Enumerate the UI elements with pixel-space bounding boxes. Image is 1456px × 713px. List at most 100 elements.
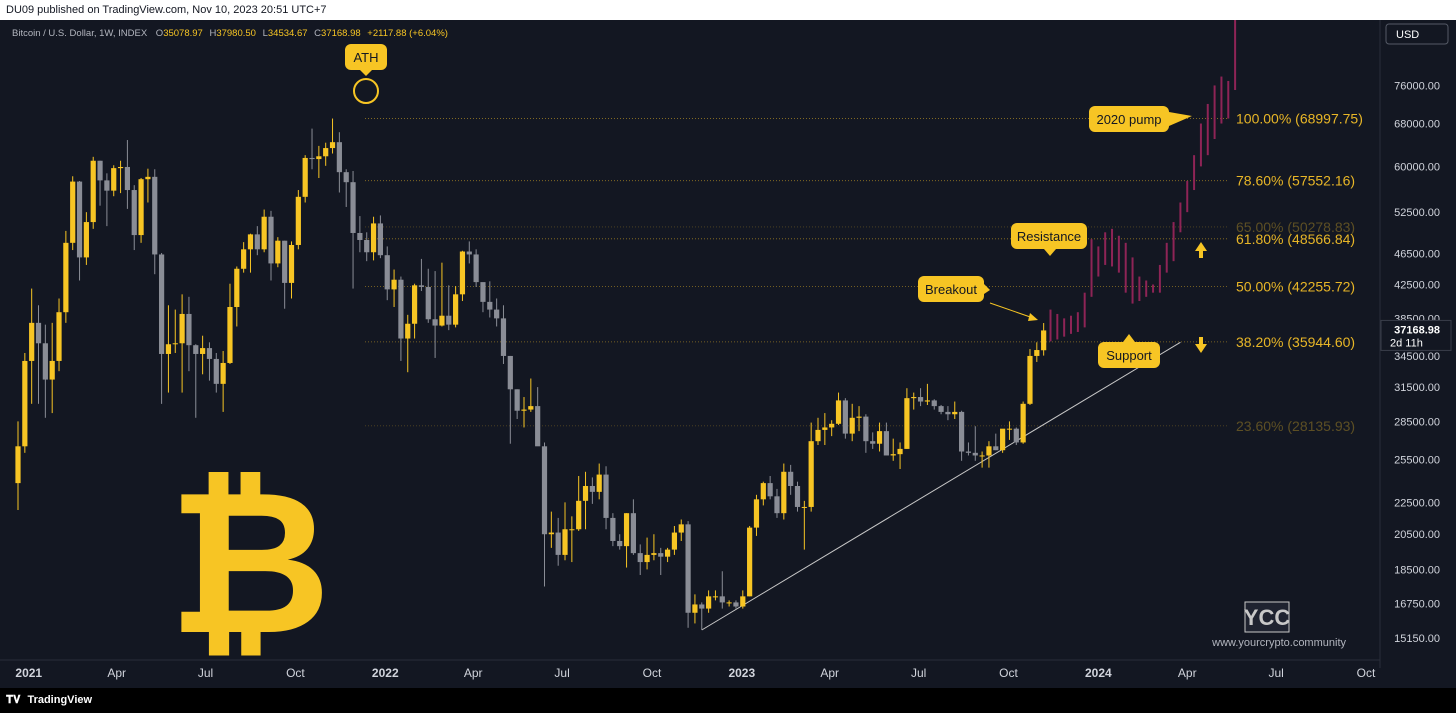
candle-body (603, 474, 609, 518)
price-tick-label: 76000.00 (1394, 80, 1440, 92)
candle-body (227, 306, 233, 363)
publisher-text: DU09 published on TradingView.com, Nov 1… (6, 4, 327, 16)
candle-body (391, 279, 397, 290)
candle (35, 305, 42, 404)
candle-body (637, 553, 643, 563)
time-tick-label: Apr (820, 666, 839, 680)
candle (617, 534, 623, 550)
candle-body (405, 323, 411, 339)
candle (425, 268, 431, 323)
candle-body (897, 448, 903, 455)
candle-body (76, 181, 83, 258)
candle-body (706, 596, 712, 609)
candle-body (131, 190, 137, 236)
candle-body (863, 416, 869, 442)
up-arrow-icon (1195, 242, 1207, 258)
candle (521, 397, 527, 428)
ohlc-close: 37168.98 (321, 28, 361, 39)
candle-body (829, 423, 835, 428)
candle (712, 590, 719, 601)
candle (685, 521, 691, 628)
candle (541, 442, 548, 587)
candle-body (582, 486, 589, 501)
candle-body (83, 222, 89, 258)
fib-level: 61.80% (48566.84) (365, 231, 1355, 247)
candles (15, 118, 1047, 630)
candle-body (986, 446, 992, 456)
time-ticks: 2021 Apr Jul Oct 2022 Apr Jul Oct 2023 Apr Jul Oct 2… (15, 666, 1376, 680)
candle-body (1027, 355, 1033, 404)
candle-body (418, 285, 425, 287)
candle-body (459, 251, 466, 295)
svg-text:Bitcoin / U.S. Dollar, 1W, IND: Bitcoin / U.S. Dollar, 1W, INDEX O35078.… (12, 28, 448, 39)
candle-body (473, 254, 479, 283)
candle-body (370, 223, 377, 253)
candle (842, 398, 848, 439)
candle (370, 216, 377, 261)
candle (165, 305, 172, 393)
candle-body (596, 474, 602, 492)
candle (753, 494, 760, 536)
candle (42, 324, 48, 418)
candle-body (678, 524, 684, 533)
candle (1000, 428, 1006, 453)
candle-body (808, 441, 814, 507)
fib-level: 65.00% (50278.83) (365, 219, 1355, 235)
candle (398, 276, 404, 361)
candle-body (623, 513, 630, 547)
breakout-arrowhead-icon (1028, 313, 1038, 321)
candle-body (323, 148, 329, 157)
candle-body (767, 483, 773, 497)
candle (548, 511, 554, 548)
candle-body (63, 242, 69, 313)
candle (254, 226, 260, 256)
price-tick-label: 52500.00 (1394, 207, 1440, 219)
annotation-pump-text: 2020 pump (1096, 112, 1161, 127)
candle-body (911, 397, 917, 399)
tradingview-brand: TradingView (27, 694, 93, 706)
breakout-arrow (989, 302, 1037, 320)
candle (917, 388, 924, 407)
candle (630, 499, 636, 555)
candle-body (747, 527, 753, 597)
candle (131, 185, 137, 251)
candle (152, 169, 158, 275)
candle-body (822, 427, 828, 430)
candle-body (541, 446, 548, 535)
candle-body (740, 596, 746, 607)
candle-body (302, 157, 308, 197)
time-tick-label: Oct (999, 666, 1018, 680)
fib-label: 61.80% (48566.84) (1236, 231, 1355, 247)
price-chart[interactable]: Bitcoin / U.S. Dollar, 1W, INDEX O35078.… (0, 20, 1456, 688)
candle (952, 401, 958, 419)
fib-label: 38.20% (35944.60) (1236, 334, 1355, 350)
price-tick-label: 42500.00 (1394, 280, 1440, 292)
candle (104, 173, 110, 227)
candle (904, 388, 910, 449)
candle (56, 298, 62, 372)
annotation-resistance: Resistance (1011, 223, 1087, 256)
candle (138, 178, 144, 243)
candle-body (753, 499, 760, 528)
time-axis[interactable]: 2021 Apr Jul Oct 2022 Apr Jul Oct 2023 Apr Jul Oct 2… (0, 659, 1380, 680)
time-tick-label: 2024 (1085, 666, 1112, 680)
candle-body (411, 285, 418, 324)
fib-label: 100.00% (68997.75) (1236, 111, 1363, 127)
watermark-url: www.yourcrypto.community (1211, 637, 1346, 649)
candle (760, 481, 766, 506)
price-axis[interactable]: USD 76000.00 68000.00 60000.00 52500.00 4650… (1379, 20, 1456, 668)
annotation-support: Support (1098, 334, 1160, 368)
candle-body (959, 411, 965, 452)
candle (883, 422, 889, 456)
candle-body (206, 348, 213, 359)
candle-body (883, 431, 889, 456)
candle-body (507, 355, 513, 390)
candle-body (535, 406, 541, 447)
candle (535, 387, 541, 447)
candle-body (35, 322, 42, 344)
candle-body (425, 286, 431, 320)
candle-body (924, 400, 931, 402)
candle (97, 160, 103, 206)
candle (835, 392, 842, 426)
